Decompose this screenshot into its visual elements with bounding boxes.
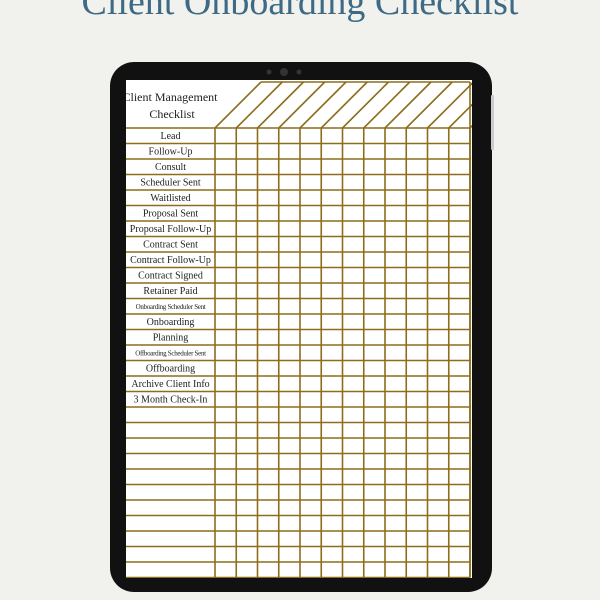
header-diagonal (299, 81, 347, 129)
header-diagonal (534, 82, 580, 128)
header-line: Checklist (149, 107, 195, 121)
header-diagonal (426, 82, 472, 129)
item-label: Onboarding Scheduler Sent (136, 303, 206, 311)
item-label: Offboarding (146, 364, 195, 375)
sensor (296, 69, 302, 75)
page-title: Client Onboarding Checklist (82, 0, 519, 23)
header-diagonal (384, 81, 432, 129)
item-label: Retainer Paid (143, 286, 197, 297)
item-label: Contract Follow-Up (130, 255, 211, 266)
item-label: Contract Sent (143, 240, 198, 251)
header-diagonal (214, 81, 262, 129)
item-label: Proposal Follow-Up (130, 224, 211, 235)
header-diagonal (513, 82, 559, 128)
item-label: Planning (153, 333, 189, 344)
item-label: Contract Signed (138, 271, 203, 282)
side-button (491, 95, 494, 150)
header-diagonal (341, 81, 390, 129)
item-label: Consult (155, 162, 186, 173)
header-diagonal (363, 81, 411, 129)
item-label: Scheduler Sent (140, 178, 200, 189)
item-label: Onboarding (147, 317, 195, 328)
item-label: Proposal Sent (143, 209, 199, 220)
header-diagonal (448, 103, 472, 129)
item-label: Offboarding Scheduler Sent (135, 349, 206, 357)
header-diagonal (491, 82, 537, 128)
item-label: Follow-Up (149, 147, 193, 158)
item-label: Lead (161, 131, 181, 142)
item-label: 3 Month Check-In (134, 395, 208, 406)
item-label: Waitlisted (150, 193, 190, 204)
checklist: Client Management Checklist Lead Follow-U… (123, 81, 580, 578)
item-label: Archive Client Info (131, 379, 209, 390)
header-line: Client Management (123, 90, 219, 104)
header-diagonal (256, 81, 305, 129)
header-diagonal (235, 81, 283, 129)
sensor (266, 69, 272, 75)
header-diagonal (405, 81, 453, 129)
camera (280, 68, 288, 76)
header-diagonal (320, 81, 368, 129)
header-diagonal (278, 81, 326, 129)
